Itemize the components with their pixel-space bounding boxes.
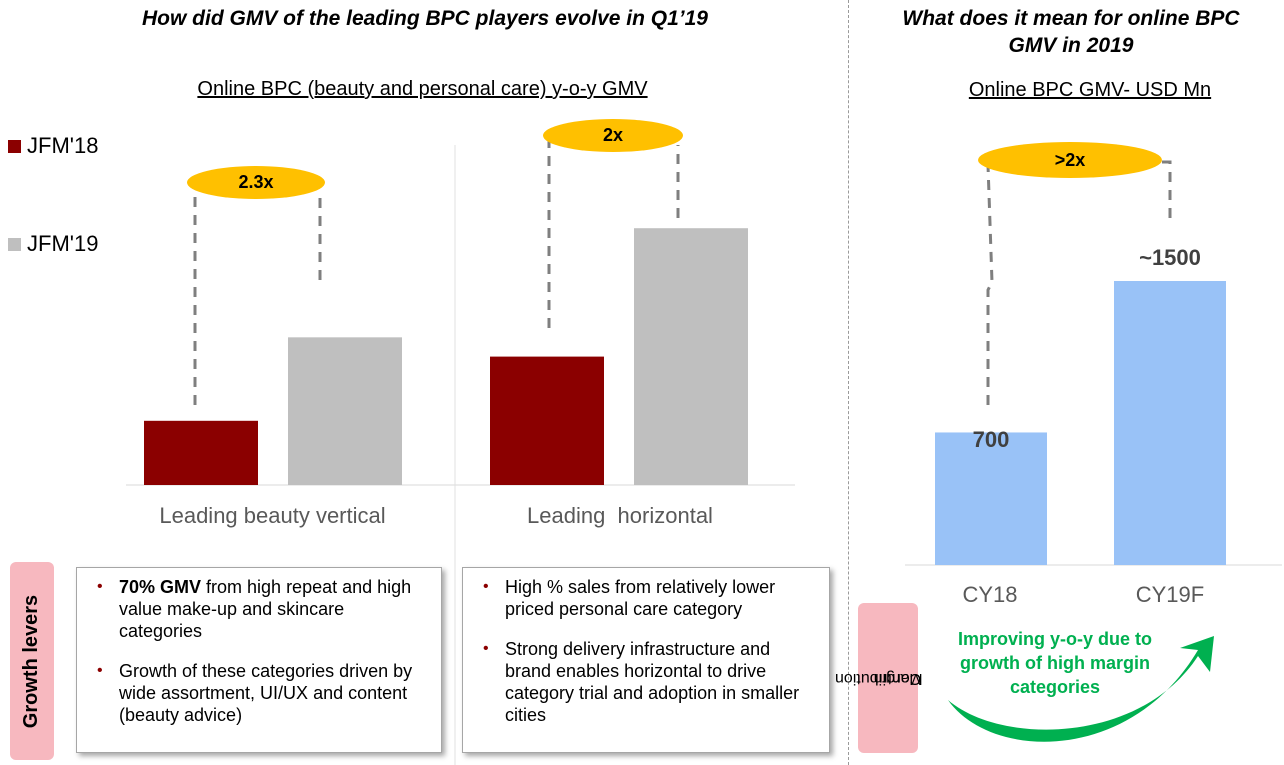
- bar-jfm19-beauty: [288, 337, 402, 485]
- legend-swatch-jfm19: [8, 237, 21, 251]
- contribution-margin-line2: Margin: [873, 670, 923, 687]
- bar-jfm18-horizontal: [490, 356, 604, 485]
- left-chart-subtitle: Online BPC (beauty and personal care) y-…: [197, 78, 648, 100]
- improving-line1: Improving y-o-y due to: [957, 629, 1152, 649]
- improving-line3: categories: [1009, 677, 1101, 697]
- bar-jfm18-beauty: [144, 420, 258, 485]
- bar-jfm19-horizontal: [634, 228, 748, 485]
- legend-item-jfm18: JFM'18: [8, 133, 98, 159]
- category-label-beauty: Leading beauty vertical: [159, 503, 386, 528]
- data-label-cy19f: ~1500: [1139, 245, 1201, 270]
- growth-levers-tab: Growth levers: [10, 562, 54, 760]
- growth-levers-label: Growth levers: [20, 594, 43, 728]
- growth-levers-box-beauty: 70% GMV from high repeat and high value …: [76, 567, 442, 753]
- bar-cy18: [935, 432, 1047, 565]
- improving-line2: growth of high margin: [960, 653, 1150, 673]
- dashed-connector-cy19f: [1158, 160, 1172, 218]
- right-title-line1: What does it mean for online BPC: [902, 7, 1240, 30]
- legend-label-jfm18: JFM'18: [27, 133, 99, 158]
- legend-swatch-jfm18: [8, 139, 21, 153]
- left-panel-title: How did GMV of the leading BPC players e…: [142, 7, 708, 30]
- bullet-beauty-1-text: from high repeat and high value make-up …: [119, 577, 412, 641]
- dashed-connector-cy18: [986, 164, 994, 405]
- right-panel-title: What does it mean for online BPC GMV in …: [858, 5, 1284, 59]
- right-title-line2: GMV in 2019: [1008, 34, 1134, 57]
- green-curved-arrow-icon: [948, 636, 1214, 742]
- legend-label-jfm19: JFM'19: [27, 231, 99, 256]
- bullet-beauty-1-bold: 70% GMV: [119, 577, 202, 597]
- bullet-beauty-1: 70% GMV from high repeat and high value …: [97, 576, 427, 642]
- multiplier-oval-right: >2x: [978, 142, 1162, 178]
- category-label-horizontal: Leading horizontal: [527, 503, 713, 528]
- multiplier-oval-beauty: 2.3x: [187, 166, 325, 199]
- bullet-horizontal-2: Strong delivery infrastructure and brand…: [483, 638, 815, 726]
- category-label-cy19f: CY19F: [1135, 582, 1205, 607]
- right-chart-subtitle: Online BPC GMV- USD Mn: [968, 79, 1212, 101]
- multiplier-oval-horizontal: 2x: [543, 119, 683, 152]
- improving-margin-text: Improving y-o-y due to growth of high ma…: [935, 627, 1175, 699]
- growth-levers-box-horizontal: High % sales from relatively lower price…: [462, 567, 830, 753]
- bullet-beauty-2: Growth of these categories driven by wid…: [97, 660, 427, 726]
- contribution-margin-tab: Contribution Margin: [835, 603, 923, 753]
- bar-cy19f: [1114, 281, 1226, 565]
- category-label-cy18: CY18: [962, 582, 1018, 607]
- contribution-margin-label: Contribution Margin: [835, 635, 923, 721]
- legend-item-jfm19: JFM'19: [8, 231, 98, 257]
- bullet-horizontal-1: High % sales from relatively lower price…: [483, 576, 815, 620]
- panel-divider: [848, 0, 849, 765]
- data-label-cy18: 700: [972, 427, 1010, 452]
